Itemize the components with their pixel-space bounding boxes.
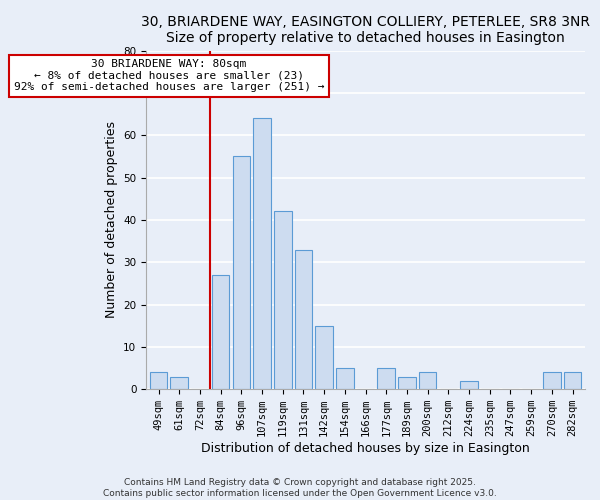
Bar xyxy=(460,381,478,389)
Title: 30, BRIARDENE WAY, EASINGTON COLLIERY, PETERLEE, SR8 3NR
Size of property relati: 30, BRIARDENE WAY, EASINGTON COLLIERY, P… xyxy=(141,15,590,45)
Bar xyxy=(336,368,353,389)
X-axis label: Distribution of detached houses by size in Easington: Distribution of detached houses by size … xyxy=(201,442,530,455)
Bar xyxy=(316,326,333,389)
Bar xyxy=(419,372,436,389)
Bar xyxy=(212,275,229,389)
Bar xyxy=(274,212,292,389)
Bar xyxy=(295,250,312,389)
Y-axis label: Number of detached properties: Number of detached properties xyxy=(105,122,118,318)
Bar xyxy=(377,368,395,389)
Bar xyxy=(233,156,250,389)
Bar xyxy=(150,372,167,389)
Bar xyxy=(253,118,271,389)
Bar xyxy=(170,376,188,389)
Bar xyxy=(398,376,416,389)
Bar xyxy=(564,372,581,389)
Text: 30 BRIARDENE WAY: 80sqm
← 8% of detached houses are smaller (23)
92% of semi-det: 30 BRIARDENE WAY: 80sqm ← 8% of detached… xyxy=(14,59,324,92)
Text: Contains HM Land Registry data © Crown copyright and database right 2025.
Contai: Contains HM Land Registry data © Crown c… xyxy=(103,478,497,498)
Bar xyxy=(543,372,560,389)
